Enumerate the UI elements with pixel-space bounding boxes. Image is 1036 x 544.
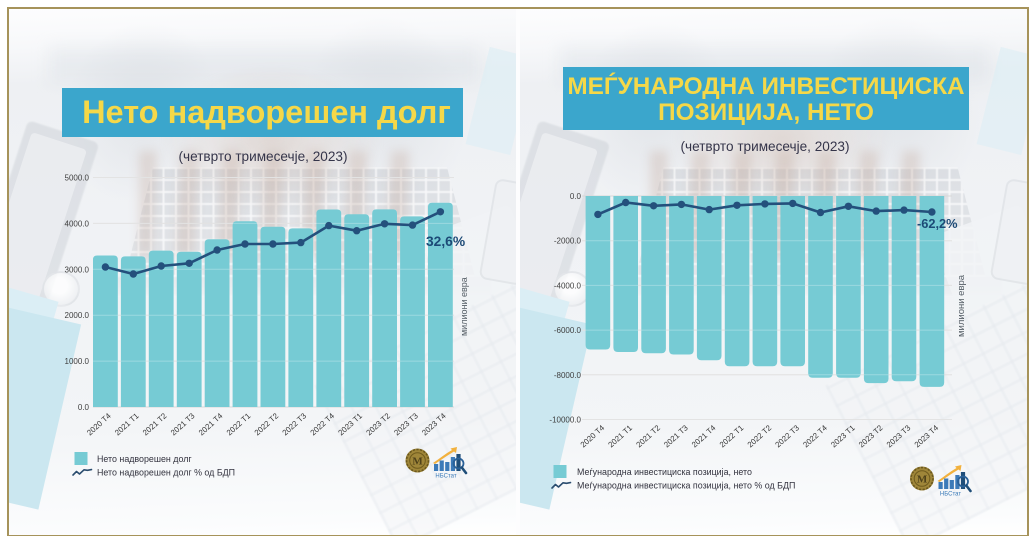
- svg-text:3000.0: 3000.0: [65, 265, 90, 274]
- svg-text:-2000.0: -2000.0: [554, 237, 582, 246]
- svg-text:М: М: [917, 473, 928, 485]
- svg-text:2020 Т4: 2020 Т4: [85, 411, 113, 437]
- svg-text:2023 Т4: 2023 Т4: [420, 411, 448, 437]
- svg-text:Меѓународна инвестициска позиц: Меѓународна инвестициска позиција, нето: [577, 467, 752, 477]
- svg-text:2023 Т3: 2023 Т3: [392, 411, 420, 437]
- svg-text:М: М: [412, 455, 423, 467]
- svg-text:2021 Т4: 2021 Т4: [197, 411, 225, 437]
- svg-text:2021 Т3: 2021 Т3: [169, 411, 197, 437]
- svg-text:2022 Т1: 2022 Т1: [718, 423, 746, 449]
- svg-text:Нето надворешен долг: Нето надворешен долг: [97, 454, 192, 464]
- svg-text:2021 Т2: 2021 Т2: [141, 411, 169, 437]
- svg-text:2022 Т2: 2022 Т2: [253, 411, 281, 437]
- svg-text:2021 Т2: 2021 Т2: [634, 423, 662, 449]
- svg-text:НБСтат: НБСтат: [940, 492, 961, 498]
- svg-text:-10000.0: -10000.0: [549, 416, 581, 425]
- svg-text:32,6%: 32,6%: [426, 234, 465, 249]
- svg-text:-8000.0: -8000.0: [554, 371, 582, 380]
- svg-text:2021 Т3: 2021 Т3: [662, 423, 690, 449]
- svg-text:5000.0: 5000.0: [65, 174, 90, 183]
- svg-text:-62,2%: -62,2%: [917, 216, 958, 231]
- svg-text:2021 Т1: 2021 Т1: [113, 411, 141, 437]
- svg-text:2022 Т4: 2022 Т4: [801, 423, 829, 449]
- svg-text:милиони евра: милиони евра: [956, 274, 967, 337]
- svg-text:Нето надворешен долг % од БДП: Нето надворешен долг % од БДП: [97, 468, 235, 478]
- svg-text:-6000.0: -6000.0: [554, 326, 582, 335]
- svg-text:2023 Т1: 2023 Т1: [829, 423, 857, 449]
- svg-text:2021 Т4: 2021 Т4: [690, 423, 718, 449]
- svg-text:2023 Т2: 2023 Т2: [364, 411, 392, 437]
- svg-text:2000.0: 2000.0: [65, 311, 90, 320]
- svg-text:0.0: 0.0: [78, 403, 90, 412]
- svg-text:2022 Т2: 2022 Т2: [746, 423, 774, 449]
- svg-text:2021 Т1: 2021 Т1: [606, 423, 634, 449]
- svg-text:2023 Т3: 2023 Т3: [885, 423, 913, 449]
- svg-text:2022 Т1: 2022 Т1: [225, 411, 253, 437]
- svg-text:1000.0: 1000.0: [65, 357, 90, 366]
- svg-text:0.0: 0.0: [570, 192, 582, 201]
- svg-text:-4000.0: -4000.0: [554, 281, 582, 290]
- svg-text:2022 Т4: 2022 Т4: [309, 411, 337, 437]
- svg-text:милиони евра: милиони евра: [459, 277, 469, 336]
- svg-text:4000.0: 4000.0: [65, 219, 90, 228]
- svg-text:2023 Т2: 2023 Т2: [857, 423, 885, 449]
- svg-text:Меѓународна инвестициска позиц: Меѓународна инвестициска позиција, нето …: [577, 481, 795, 491]
- svg-text:2023 Т1: 2023 Т1: [336, 411, 364, 437]
- svg-text:НБСтат: НБСтат: [435, 474, 456, 480]
- svg-text:2022 Т3: 2022 Т3: [281, 411, 309, 437]
- svg-text:2020 Т4: 2020 Т4: [579, 423, 607, 449]
- svg-text:2022 Т3: 2022 Т3: [773, 423, 801, 449]
- svg-text:2023 Т4: 2023 Т4: [913, 423, 941, 449]
